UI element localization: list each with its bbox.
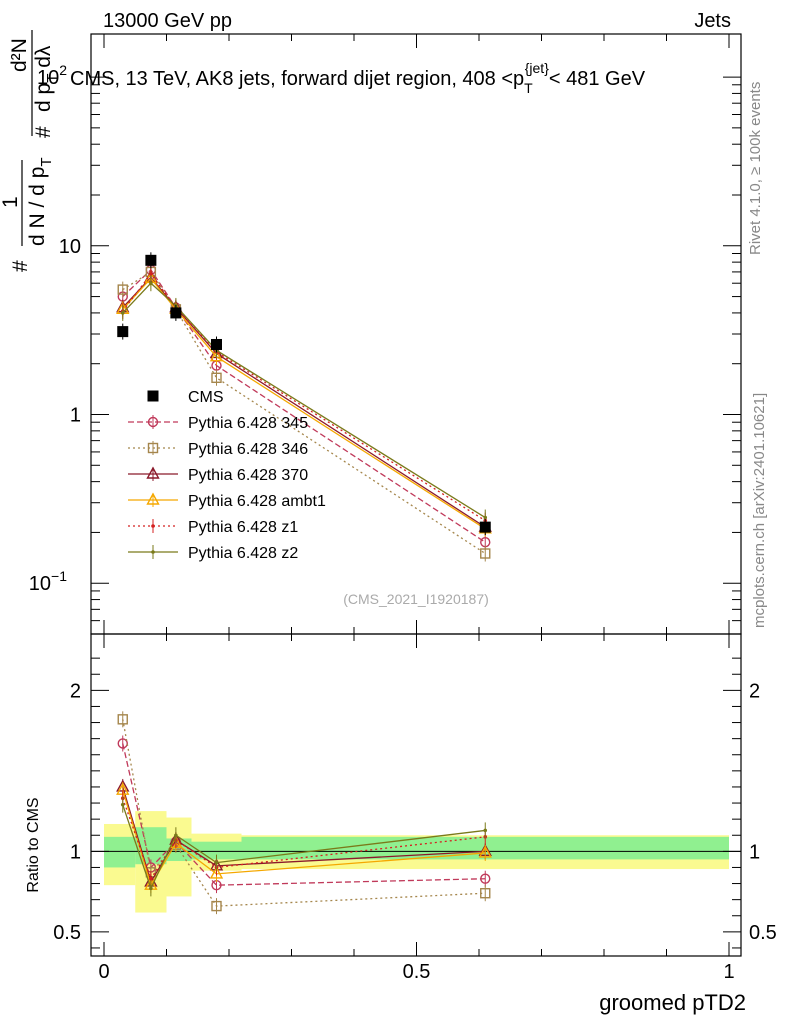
y-tick-label: 10: [59, 236, 81, 258]
legend-label-p370: Pythia 6.428 370: [188, 467, 308, 484]
y-tick-label-base: 10: [37, 67, 59, 89]
y-tick-label: 1: [70, 404, 81, 426]
energy-label: 13000 GeV pp: [103, 10, 232, 32]
main-frame: [90, 33, 742, 635]
x-tick-label: 0: [98, 961, 109, 983]
legend-marker-p370: [146, 466, 160, 479]
plot-title-sup: {jet}: [525, 60, 549, 76]
mcplots-source-label: mcplots.cern.ch [arXiv:2401.10621]: [751, 393, 768, 628]
y-tick-label-base: 10: [29, 573, 51, 595]
main-point-z2: [483, 515, 488, 520]
main-point-p346: [480, 548, 491, 559]
ratio-point-z2: [149, 886, 153, 891]
main-y-axis-label: # 1 d N / d pT # d²N d pT dλ: [0, 30, 61, 272]
plot-title: CMS, 13 TeV, AK8 jets, forward dijet reg…: [70, 60, 646, 96]
main-line-z1: [122, 272, 486, 522]
ylabel-denominator: d N / d pT: [26, 157, 55, 246]
ratio-y-tick-label: 2: [70, 680, 81, 702]
main-point-p346: [211, 372, 222, 384]
ratio-point-z2: [483, 828, 488, 833]
ratio-y-tick-label: 0.5: [53, 922, 81, 944]
ratio-point-ambt1: [478, 845, 492, 858]
ylabel-dpt: d p: [32, 83, 55, 112]
ylabel-denominator-sub: T: [38, 157, 55, 166]
ratio-point-z1: [149, 876, 153, 881]
legend-label-z1: Pythia 6.428 z1: [188, 519, 298, 536]
x-tick-label: 1: [723, 961, 734, 983]
ratio-point-z2: [214, 860, 219, 865]
ylabel-dpt-dlambda: d pT dλ: [32, 45, 61, 112]
y-tick-label: 10−1: [29, 568, 67, 595]
uncertainty-band-inner: [104, 836, 136, 868]
ratio-point-z2: [174, 833, 178, 838]
ratio-point-p346: [211, 900, 222, 912]
ratio-point-p346: [117, 714, 128, 725]
legend-marker-ambt1: [146, 492, 160, 505]
main-point-z1: [149, 272, 153, 276]
x-axis-label: groomed pTD2: [599, 990, 746, 1015]
ratio-y-tick-label-right: 1: [749, 841, 760, 863]
main-point-z2: [120, 311, 125, 315]
main-point-ambt1: [209, 349, 224, 362]
legend-label-z2: Pythia 6.428 z2: [188, 545, 298, 562]
legend-marker-p346: [147, 442, 159, 454]
ratio-point-ambt1: [209, 866, 224, 879]
ylabel-hash-2: #: [32, 126, 55, 138]
main-point-p346: [117, 284, 128, 295]
legend-label-CMS: CMS: [188, 389, 224, 406]
main-point-CMS: [479, 521, 491, 533]
ratio-point-p345: [117, 738, 128, 749]
ratio-y-tick-label-right: 2: [749, 680, 760, 702]
ratio-y-axis-label: Ratio to CMS: [25, 797, 42, 892]
ylabel-dlambda: dλ: [32, 45, 55, 74]
ylabel-numerator: 1: [0, 196, 22, 208]
y-tick-label-exp: 2: [59, 62, 67, 78]
category-label: Jets: [694, 10, 731, 32]
analysis-id-label: (CMS_2021_I1920187): [343, 591, 489, 607]
plot-title-end: < 481 GeV: [549, 68, 646, 90]
plot-title-sub: T: [524, 80, 533, 96]
rivet-version-label: Rivet 4.1.0, ≥ 100k events: [747, 82, 764, 255]
ratio-point-p345: [480, 873, 491, 884]
ratio-point-z2: [120, 802, 125, 807]
legend: CMS Pythia 6.428 345 Pythia 6.428 346 Pythi…: [128, 389, 326, 562]
legend-marker-CMS: [147, 390, 159, 402]
ratio-point-p346: [480, 888, 491, 899]
x-tick-label: 0.5: [403, 961, 431, 983]
legend-label-p345: Pythia 6.428 345: [188, 415, 308, 432]
plot-title-main: CMS, 13 TeV, AK8 jets, forward dijet reg…: [70, 68, 524, 90]
y-tick-label: 102: [37, 62, 67, 89]
main-point-z2: [149, 281, 153, 286]
ratio-frame: [90, 633, 742, 957]
ylabel-d2n: d²N: [8, 38, 31, 72]
ylabel-denominator-main: d N / d p: [26, 167, 49, 246]
main-point-CMS: [117, 326, 129, 338]
legend-marker-z2: [151, 550, 155, 554]
main-point-CMS: [145, 254, 157, 266]
ylabel-dpt-sub: T: [44, 74, 61, 83]
y-tick-label-exp: −1: [51, 568, 67, 584]
legend-marker-p345: [147, 416, 159, 428]
ratio-line-p346: [122, 719, 486, 907]
main-point-CMS: [211, 338, 222, 350]
ratio-plot-panel: 0.5 0.5 1 1 2 2 0 0.5 1: [53, 633, 777, 983]
main-point-CMS: [170, 307, 182, 319]
ratio-y-tick-label-right: 0.5: [749, 922, 777, 944]
ratio-y-tick-label: 1: [70, 841, 81, 863]
ylabel-hash-1: #: [9, 260, 32, 272]
legend-label-ambt1: Pythia 6.428 ambt1: [188, 493, 326, 510]
legend-marker-z1: [151, 524, 155, 528]
legend-label-p346: Pythia 6.428 346: [188, 441, 308, 458]
